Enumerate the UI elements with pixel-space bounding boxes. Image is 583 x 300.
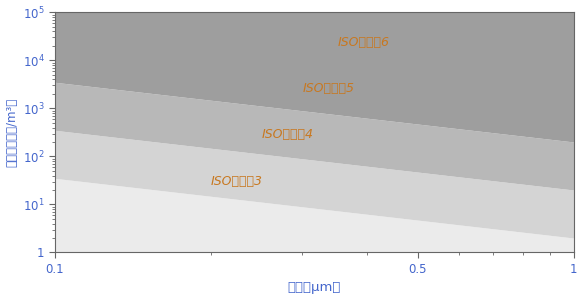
Text: ISOクラス3: ISOクラス3 [211, 175, 263, 188]
Text: ISOクラス4: ISOクラス4 [261, 128, 314, 142]
Y-axis label: 粒子濃度（個/m³）: 粒子濃度（個/m³） [6, 98, 19, 167]
Text: ISOクラス5: ISOクラス5 [303, 82, 354, 95]
Text: ISOクラス6: ISOクラス6 [337, 36, 389, 49]
X-axis label: 粒径（μm）: 粒径（μm） [287, 281, 341, 294]
